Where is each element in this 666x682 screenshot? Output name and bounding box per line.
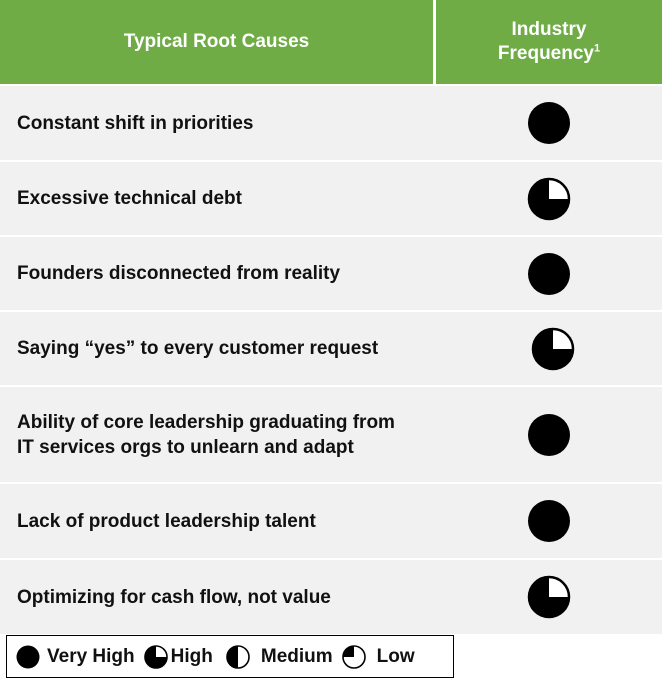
root-cause-label: Constant shift in priorities xyxy=(17,112,254,134)
table-header: Typical Root Causes Industry Frequency1 xyxy=(0,0,662,84)
header-divider xyxy=(433,0,436,84)
frequency-cell xyxy=(436,560,662,634)
table-row: Lack of product leadership talent xyxy=(0,482,662,558)
frequency-cell xyxy=(436,312,662,385)
frequency-cell xyxy=(436,484,662,558)
table-row: Founders disconnected from reality xyxy=(0,235,662,310)
three-quarter-circle-icon xyxy=(527,575,571,619)
root-cause-label: Founders disconnected from reality xyxy=(17,263,341,284)
full-circle-icon xyxy=(528,413,570,456)
header-frequency-line2: Frequency1 xyxy=(497,42,601,64)
header-root-causes: Typical Root Causes xyxy=(0,0,433,84)
frequency-cell xyxy=(436,86,662,160)
legend-very-high-label: Very High xyxy=(47,645,135,667)
frequency-cell xyxy=(436,162,662,235)
root-cause-label: Ability of core leadership graduating fr… xyxy=(17,411,395,458)
table-row: Constant shift in priorities xyxy=(0,84,662,160)
table-row: Ability of core leadership graduating fr… xyxy=(0,385,662,482)
legend-very-high: Very High xyxy=(15,644,135,670)
legend-high: High xyxy=(143,644,213,670)
frequency-cell xyxy=(436,387,662,482)
legend-low-label: Low xyxy=(376,645,415,667)
table-row: Saying “yes” to every customer request xyxy=(0,310,662,385)
legend-medium: Medium xyxy=(221,644,333,670)
root-cause-label: Optimizing for cash flow, not value xyxy=(17,586,331,608)
legend-high-label: High xyxy=(170,645,213,667)
quarter-circle-icon xyxy=(341,644,366,669)
root-cause-label: Excessive technical debt xyxy=(17,188,242,209)
header-frequency-line1: Industry xyxy=(511,19,587,40)
root-cause-label: Saying “yes” to every customer request xyxy=(17,338,379,359)
three-quarter-circle-icon xyxy=(527,177,571,220)
full-circle-icon xyxy=(528,252,570,295)
full-circle-icon xyxy=(16,645,40,668)
legend-medium-label: Medium xyxy=(260,645,333,667)
frequency-cell xyxy=(436,237,662,310)
footnote-marker: 1 xyxy=(593,42,601,55)
full-circle-icon xyxy=(528,102,570,144)
root-cause-label: Lack of product leadership talent xyxy=(17,510,316,532)
three-quarter-circle-icon xyxy=(531,327,575,370)
root-causes-table: Typical Root Causes Industry Frequency1 … xyxy=(0,0,662,634)
half-circle-icon xyxy=(226,644,250,669)
table-row: Optimizing for cash flow, not value xyxy=(0,558,662,634)
frequency-legend: Very High High Medium Low xyxy=(6,635,454,678)
header-industry-frequency: Industry Frequency1 xyxy=(436,0,662,84)
three-quarter-circle-icon xyxy=(143,644,168,669)
table-row: Excessive technical debt xyxy=(0,160,662,235)
legend-low: Low xyxy=(341,644,415,670)
full-circle-icon xyxy=(528,500,570,542)
